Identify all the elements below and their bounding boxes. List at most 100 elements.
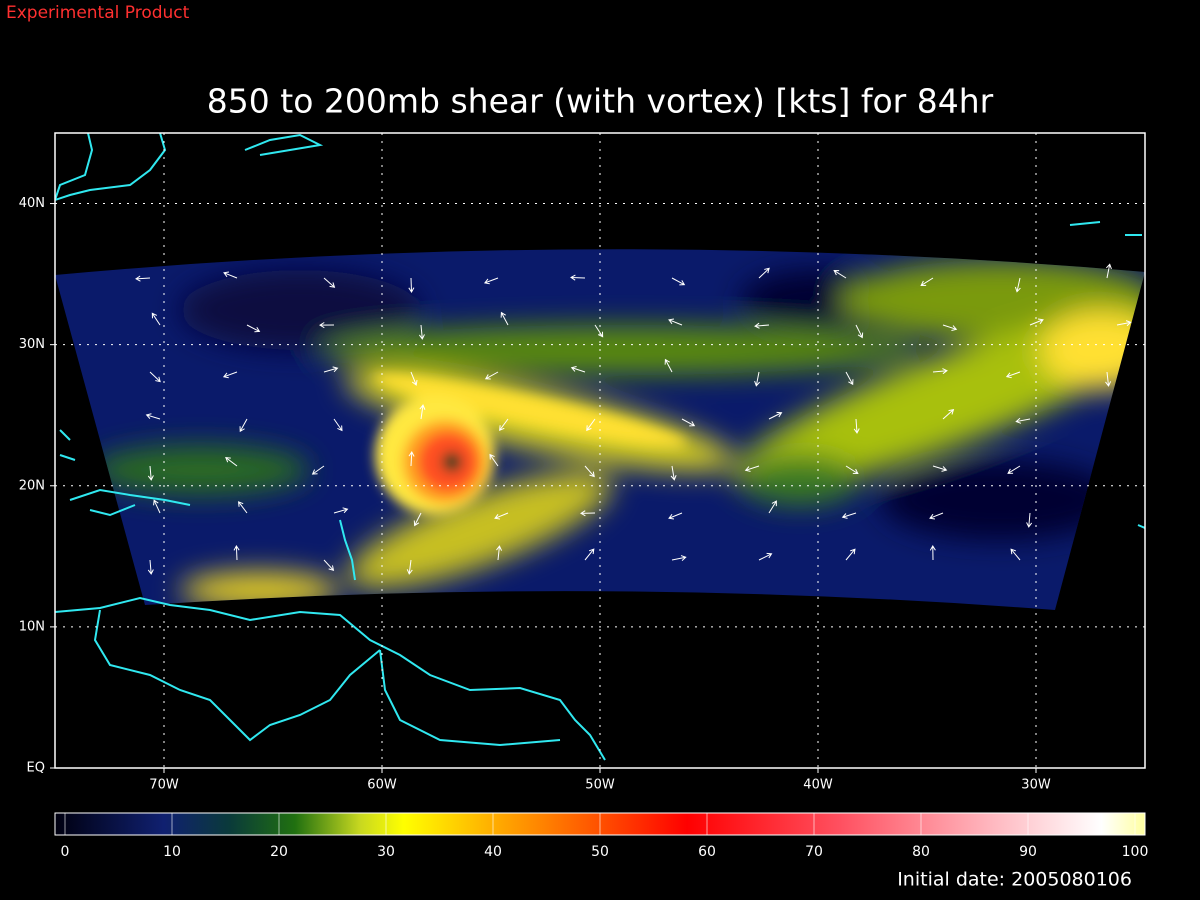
colorbar-tick-label: 80	[912, 844, 930, 860]
colorbar-tick-label: 100	[1122, 844, 1149, 860]
wind-arrow	[237, 501, 248, 514]
wind-arrow	[932, 465, 948, 472]
initial-date: Initial date: 2005080106	[897, 869, 1132, 891]
lat-tick-label: 20N	[19, 478, 45, 493]
wind-arrow	[942, 409, 955, 420]
wind-arrow	[681, 418, 696, 427]
wind-arrow	[483, 277, 499, 285]
wind-arrow	[1116, 320, 1132, 327]
colorbar-tick-label: 70	[805, 844, 823, 860]
wind-arrow	[929, 512, 944, 520]
wind-arrow	[920, 277, 934, 286]
wind-arrow	[845, 371, 854, 386]
lat-tick-label: 30N	[19, 337, 45, 352]
wind-arrow	[484, 371, 499, 380]
wind-arrow	[580, 510, 596, 517]
lat-tick-label: 10N	[19, 619, 45, 634]
lat-tick-label: 40N	[19, 196, 45, 211]
wind-arrow	[671, 277, 686, 286]
wind-arrow	[222, 371, 238, 379]
wind-arrow	[323, 366, 339, 373]
wind-arrow	[408, 277, 415, 293]
wind-arrow	[584, 548, 595, 561]
wind-arrow	[594, 324, 604, 338]
wind-arrow	[744, 465, 760, 472]
wind-arrow	[319, 322, 335, 329]
wind-arrow	[496, 545, 503, 561]
wind-arrow	[147, 465, 154, 481]
wind-arrow	[1007, 465, 1021, 474]
colorbar-tick-label: 50	[591, 844, 609, 860]
wind-arrow	[1026, 512, 1033, 528]
wind-arrow	[586, 418, 596, 432]
colorbar-tick-label: 20	[270, 844, 288, 860]
wind-arrow	[754, 371, 761, 387]
wind-arrow	[333, 507, 349, 514]
shear-field	[55, 249, 1145, 610]
wind-arrow	[1015, 417, 1031, 424]
lon-tick-label: 70W	[149, 778, 179, 793]
wind-arrow	[239, 418, 248, 433]
wind-arrow	[768, 500, 777, 514]
colorbar-tick-label: 90	[1019, 844, 1037, 860]
wind-arrow	[670, 465, 677, 481]
wind-arrow	[149, 371, 161, 383]
wind-arrow	[500, 311, 509, 326]
wind-arrow	[413, 512, 422, 527]
lon-tick-label: 40W	[803, 778, 833, 793]
wind-arrow	[499, 418, 509, 432]
wind-arrow	[223, 271, 238, 279]
wind-arrow	[570, 274, 586, 281]
coastlines	[55, 133, 1145, 761]
wind-arrow	[147, 559, 154, 575]
wind-arrow	[225, 456, 238, 467]
wind-arrow	[494, 512, 509, 520]
colorbar-tick-label: 60	[698, 844, 716, 860]
wind-arrow	[1010, 548, 1021, 561]
wind-arrow	[418, 324, 425, 340]
colorbar-ticks: 0 10 20 30 40 50 60 70 80 90 100	[61, 813, 1149, 860]
wind-arrow	[671, 555, 687, 561]
lon-tick-label: 50W	[585, 778, 615, 793]
wind-arrow	[754, 322, 770, 329]
product-label: Experimental Product	[6, 3, 190, 23]
wind-arrow	[1005, 371, 1021, 379]
wind-arrow	[1014, 277, 1021, 293]
lon-tick-label: 60W	[367, 778, 397, 793]
wind-arrow	[311, 465, 325, 475]
wind-arrows	[135, 263, 1132, 575]
wind-arrow	[668, 318, 683, 326]
map-title: 850 to 200mb shear (with vortex) [kts] f…	[207, 82, 994, 121]
wind-arrow	[942, 324, 958, 331]
wind-arrow	[758, 552, 773, 561]
wind-arrow	[151, 312, 161, 326]
lon-tick-label: 30W	[1021, 778, 1051, 793]
wind-arrow	[1029, 318, 1044, 326]
colorbar-tick-label: 40	[484, 844, 502, 860]
wind-arrow	[333, 418, 343, 432]
colorbar-tick-label: 30	[377, 844, 395, 860]
wind-arrow	[323, 277, 336, 288]
wind-arrow	[768, 411, 783, 420]
wind-arrow	[406, 559, 413, 575]
wind-arrow	[845, 548, 856, 561]
colorbar-tick-label: 10	[163, 844, 181, 860]
wind-arrow	[246, 324, 261, 333]
wind-arrow	[853, 418, 860, 434]
wind-arrow	[932, 368, 948, 375]
wind-arrow	[153, 499, 161, 514]
wind-arrow	[845, 465, 859, 475]
map-area	[55, 133, 1145, 768]
wind-arrow	[668, 512, 683, 520]
graticule	[55, 133, 1145, 768]
wind-arrow	[664, 358, 673, 373]
wind-arrow	[841, 512, 857, 519]
wind-arrow	[1105, 371, 1112, 387]
wind-arrow	[233, 545, 240, 561]
wind-arrow	[410, 371, 418, 386]
lat-tick-label: EQ	[27, 761, 45, 776]
wind-arrow	[1105, 263, 1112, 279]
wind-arrow	[570, 366, 586, 373]
wind-arrow	[758, 267, 770, 279]
